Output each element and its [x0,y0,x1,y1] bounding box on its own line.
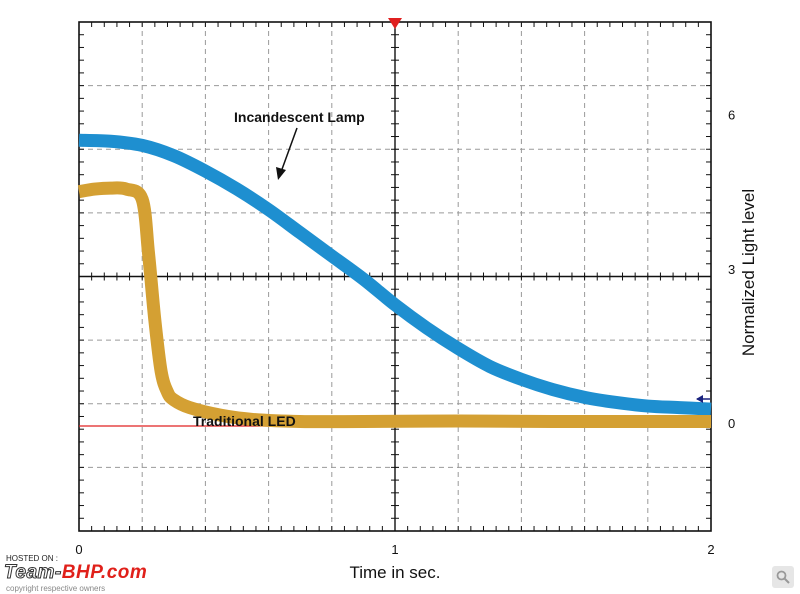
y-tick-label: 6 [728,108,735,123]
series-line-incandescent-lamp [78,133,712,416]
watermark-logo-part2: BHP.com [61,562,148,583]
series-line-traditional-led [77,181,712,429]
x-tick-label: 0 [75,542,82,557]
x-axis-title: Time in sec. [349,563,440,582]
y-tick-label: 0 [728,416,735,431]
watermark-logo-part1: Team- [4,562,62,584]
markers [388,18,710,403]
annotation-arrow-line [280,127,298,173]
watermark-logo: Team-BHP.com [4,562,147,584]
zoom-button[interactable] [772,566,794,588]
grid [78,21,712,532]
x-tick-label: 2 [707,542,714,557]
watermark: HOSTED ON : Team-BHP.com copyright respe… [4,554,194,593]
trigger-marker-icon [388,18,402,29]
annotation-traditional-led: Traditional LED [193,413,296,429]
y-axis-title: Normalized Light level [739,189,758,356]
annotation-arrowhead-icon [276,167,286,180]
y-tick-label: 3 [728,262,735,277]
series-layer [77,133,712,429]
x-tick-label: 1 [391,542,398,557]
magnifier-icon [776,570,790,584]
annotation-incandescent-lamp: Incandescent Lamp [234,109,365,125]
labels: 0 1 2 0 3 6 Time in sec. Normalized Light level… [75,108,758,582]
level-marker-icon [696,395,703,403]
watermark-copyright: copyright respective owners [6,584,106,593]
watermark-hosted-on: HOSTED ON : [6,554,59,563]
